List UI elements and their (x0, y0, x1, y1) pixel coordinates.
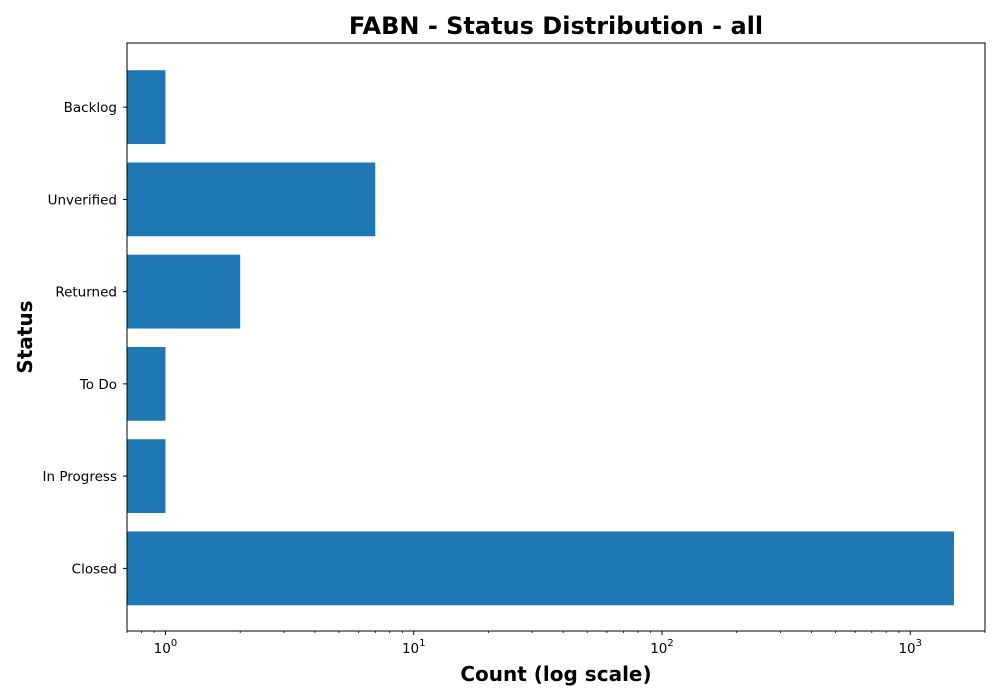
x-tick-label-1: 100 (154, 638, 178, 657)
chart-title: FABN - Status Distribution - all (349, 12, 763, 40)
y-tick-label-backlog: Backlog (64, 100, 117, 116)
bar-in-progress (127, 439, 166, 514)
bars-layer (127, 70, 954, 606)
y-tick-label-to-do: To Do (79, 377, 117, 393)
y-tick-label-in-progress: In Progress (43, 469, 117, 485)
bar-backlog (127, 70, 166, 145)
x-axis-label: Count (log scale) (460, 662, 651, 686)
x-tick-label-100: 102 (650, 638, 674, 657)
x-axis-ticks: 100 101 102 103 (126, 631, 986, 657)
x-tick-label-1000: 103 (898, 638, 922, 657)
y-tick-label-unverified: Unverified (48, 192, 117, 208)
bar-to-do (127, 346, 166, 421)
bar-returned (127, 254, 241, 329)
plot-frame (126, 42, 986, 632)
y-tick-label-closed: Closed (72, 561, 117, 577)
y-tick-label-returned: Returned (55, 285, 117, 301)
y-axis-label: Status (13, 300, 37, 373)
bar-unverified (127, 162, 376, 237)
bar-closed (127, 531, 954, 606)
y-axis-ticks: Backlog Unverified Returned To Do In Progres… (43, 100, 127, 577)
x-tick-label-10: 101 (402, 638, 426, 657)
